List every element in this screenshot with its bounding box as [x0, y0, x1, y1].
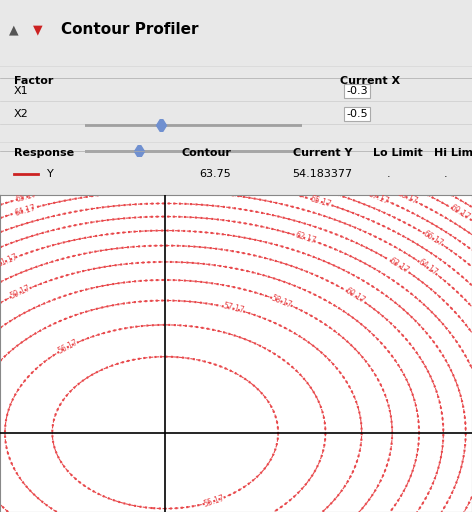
Text: 67.17: 67.17	[367, 189, 390, 206]
Text: 54.183377: 54.183377	[293, 169, 353, 179]
Text: 66.17: 66.17	[421, 229, 445, 248]
Text: 68.17: 68.17	[396, 189, 419, 206]
Text: -0.3: -0.3	[346, 86, 368, 96]
Text: Current Y: Current Y	[293, 148, 352, 159]
Text: 63.17: 63.17	[387, 256, 410, 275]
Text: ▼: ▼	[33, 24, 42, 36]
Text: Lo Limit: Lo Limit	[373, 148, 422, 159]
Text: ▲: ▲	[9, 24, 19, 36]
Text: 58.17: 58.17	[270, 293, 293, 310]
Text: .: .	[444, 169, 447, 179]
Text: 62.17: 62.17	[294, 231, 317, 246]
Text: 61.17: 61.17	[0, 252, 19, 269]
Text: Factor: Factor	[14, 76, 53, 86]
Text: 56.17: 56.17	[56, 338, 79, 356]
Text: .: .	[387, 169, 391, 179]
Text: X2: X2	[14, 109, 29, 119]
Text: Contour Profiler: Contour Profiler	[61, 23, 199, 37]
Text: X1: X1	[14, 86, 29, 96]
Text: 69.17: 69.17	[448, 203, 472, 223]
Text: 57.17: 57.17	[221, 302, 244, 315]
Text: 63.75: 63.75	[200, 169, 231, 179]
Text: 59.17: 59.17	[8, 284, 32, 301]
Text: Hi Limit: Hi Limit	[434, 148, 472, 159]
Text: 64.17: 64.17	[416, 258, 439, 278]
Text: 64.17: 64.17	[13, 203, 36, 218]
Text: 60.17: 60.17	[343, 286, 366, 306]
Text: Contour: Contour	[181, 148, 231, 159]
Text: -0.5: -0.5	[346, 109, 368, 119]
Text: 55.17: 55.17	[202, 494, 226, 509]
Text: Current X: Current X	[340, 76, 400, 86]
Text: 65.17: 65.17	[309, 194, 332, 209]
Text: Y: Y	[47, 169, 54, 179]
Text: 65.17: 65.17	[14, 190, 38, 204]
Text: Response: Response	[14, 148, 74, 159]
